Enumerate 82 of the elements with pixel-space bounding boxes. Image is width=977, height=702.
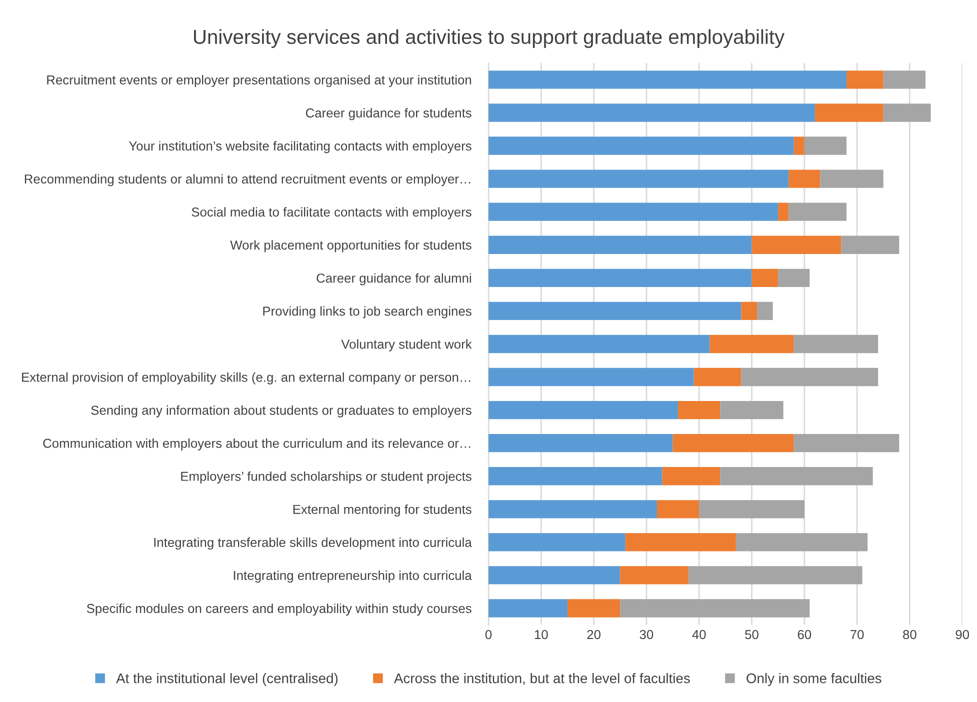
x-tick-label: 20 — [587, 630, 600, 640]
bar — [752, 268, 778, 287]
bar — [488, 268, 752, 287]
bar — [488, 368, 694, 386]
bar — [488, 599, 568, 618]
y-tick-label: Work placement opportunities for students — [230, 240, 472, 252]
y-tick-label: Providing links to job search engines — [263, 306, 472, 318]
y-tick-label: Recruitment events or employer presentations organised at your institution — [47, 75, 472, 88]
bar — [488, 434, 673, 452]
bar — [814, 104, 884, 122]
y-tick-label: Communication with employers about the curriculum and its relevance or… — [43, 438, 470, 450]
x-tick-label: 80 — [903, 630, 916, 640]
bar — [699, 500, 804, 518]
bar — [883, 70, 926, 89]
bar — [488, 104, 815, 122]
y-tick-label: Voluntary student work — [341, 339, 472, 352]
bar — [694, 368, 742, 386]
bar — [794, 434, 900, 452]
bar — [788, 202, 847, 221]
x-tick-label: 70 — [850, 630, 864, 640]
legend-label: Only in some faculties — [746, 673, 882, 686]
x-tick-label: 90 — [956, 630, 970, 640]
bar — [720, 400, 784, 420]
bar — [488, 500, 657, 518]
y-tick-label: Integrating entrepreneurship into curricula — [234, 570, 472, 583]
y-tick-label: External mentoring for students — [293, 504, 472, 517]
bar — [488, 202, 778, 221]
bar — [625, 533, 736, 552]
legend-label: At the institutional level (centralised) — [116, 673, 338, 686]
bar — [841, 236, 900, 254]
bar — [488, 334, 710, 354]
y-tick-label: Integrating transferable skills development into curricula — [154, 538, 472, 550]
x-tick-label: 60 — [798, 630, 812, 640]
bar — [656, 500, 700, 518]
y-tick-label: Social media to facilitate contacts with employers — [192, 207, 472, 220]
y-tick-label: Specific modules on careers and employability within study courses — [86, 604, 472, 616]
x-tick-label: 0 — [485, 630, 492, 640]
x-tick-label: 30 — [640, 630, 654, 640]
bar — [741, 368, 878, 386]
bar — [488, 400, 678, 420]
y-tick-label: External provision of employability skills (e.g. an external company or person… — [22, 372, 470, 384]
bar — [757, 302, 773, 320]
bar — [788, 170, 820, 188]
y-tick-label: Your institution’s website facilitating contacts with employers — [128, 141, 472, 154]
bar — [488, 467, 662, 486]
bar — [672, 434, 794, 452]
x-tick-label: 40 — [692, 630, 706, 640]
bar — [678, 400, 720, 420]
bar — [741, 302, 758, 320]
bar — [752, 236, 842, 254]
bar — [820, 170, 884, 188]
bar — [488, 566, 620, 584]
chart-title: University services and activities to support graduate employability — [194, 29, 785, 48]
x-tick-label: 10 — [534, 630, 548, 640]
bar — [488, 302, 742, 320]
bar — [620, 566, 689, 584]
bar — [710, 334, 794, 354]
bar — [488, 170, 789, 188]
bar — [720, 467, 873, 486]
bar — [883, 104, 931, 122]
bar — [488, 136, 794, 155]
bar — [794, 136, 804, 155]
bar — [488, 533, 626, 552]
bar — [736, 533, 868, 552]
y-tick-label: Recommending students or alumni to attend recruitment events or employer… — [24, 174, 470, 186]
bar — [794, 334, 878, 354]
bar — [620, 599, 810, 618]
y-tick-label: Career guidance for students — [306, 108, 472, 120]
bar — [778, 202, 789, 221]
bar — [846, 70, 884, 89]
x-tick-label: 50 — [745, 630, 758, 640]
bar — [778, 268, 810, 287]
bar — [804, 136, 847, 155]
bar — [688, 566, 862, 584]
bar — [488, 70, 847, 89]
bar — [567, 599, 620, 618]
y-tick-label: Sending any information about students or graduates to employers — [91, 405, 472, 418]
legend-label: Across the institution, but at the level of faculties — [394, 673, 690, 685]
bar — [662, 467, 720, 486]
bar — [488, 236, 752, 254]
y-tick-label: Career guidance for alumni — [316, 273, 471, 286]
y-tick-label: Employers’ funded scholarships or student projects — [181, 471, 472, 484]
